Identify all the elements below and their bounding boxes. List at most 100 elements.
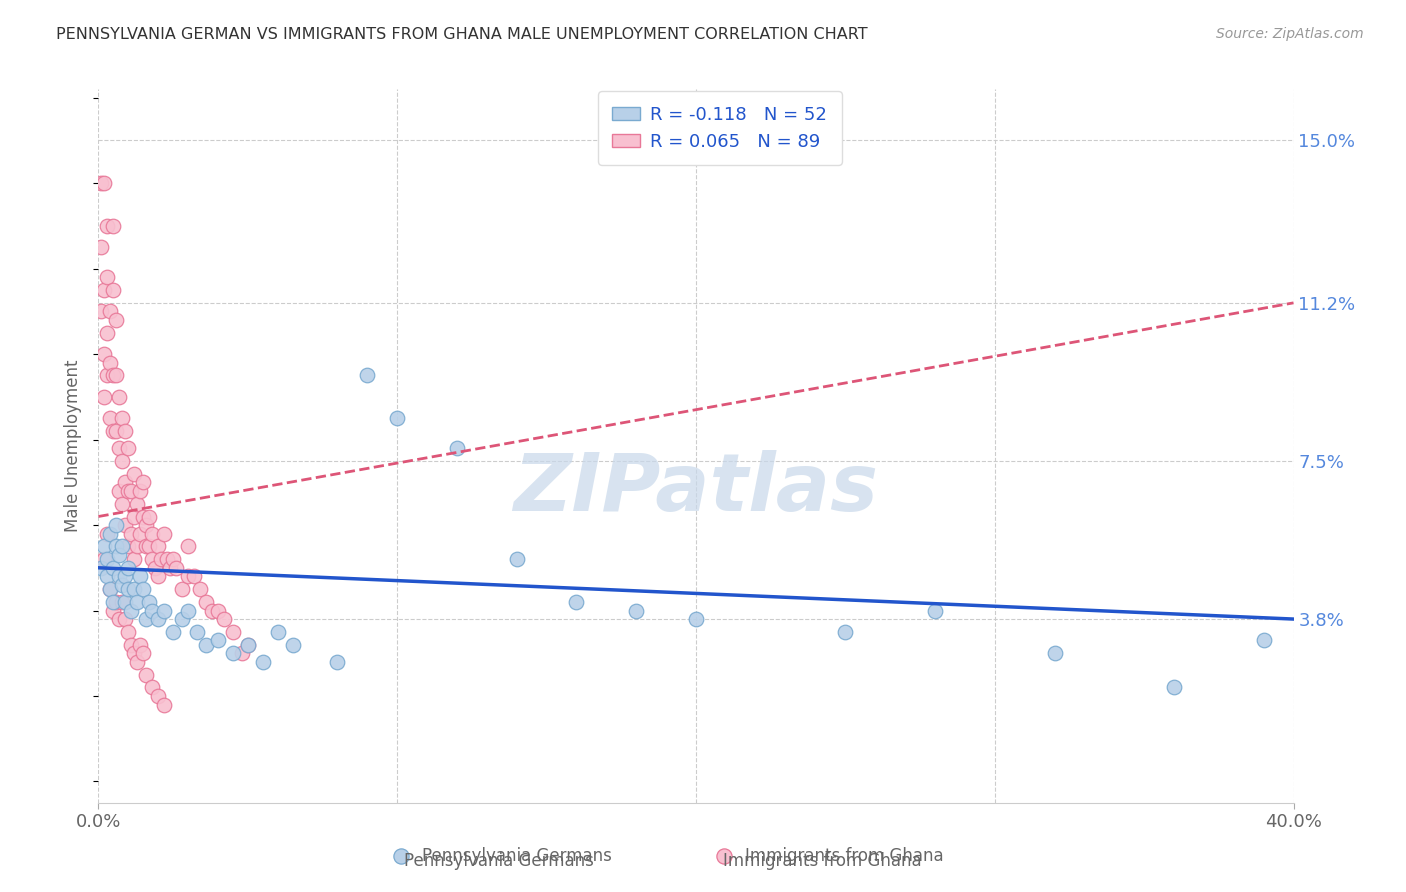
Point (100, 304, 122, 318)
Point (165, 561, 187, 575)
Point (93, 176, 115, 190)
Text: Immigrants from Ghana: Immigrants from Ghana (745, 847, 943, 865)
Point (124, 467, 146, 481)
Point (93, 283, 115, 297)
Point (150, 552, 173, 566)
Point (93, 390, 115, 404)
Point (90, 176, 112, 190)
Point (100, 582, 122, 596)
Point (138, 540, 160, 554)
Point (685, 612, 707, 626)
Point (117, 624, 139, 639)
Point (222, 646, 245, 660)
Point (105, 424, 128, 438)
Point (90, 304, 112, 318)
Text: Pennsylvania Germans: Pennsylvania Germans (422, 847, 612, 865)
Point (127, 497, 149, 511)
Point (108, 483, 131, 498)
Point (281, 638, 304, 652)
Point (117, 540, 139, 554)
Point (111, 540, 134, 554)
Point (100, 411, 122, 425)
Point (172, 612, 194, 626)
Point (129, 483, 152, 498)
Point (124, 646, 146, 660)
Point (105, 540, 128, 554)
Point (356, 368, 378, 383)
Point (114, 424, 136, 438)
Point (117, 561, 139, 575)
Point (120, 526, 142, 541)
Point (111, 578, 134, 592)
Point (207, 603, 229, 617)
Text: Immigrants from Ghana: Immigrants from Ghana (723, 852, 922, 870)
Point (195, 595, 218, 609)
Point (124, 582, 146, 596)
Point (153, 698, 176, 712)
Point (236, 638, 259, 652)
Point (103, 603, 125, 617)
Point (127, 655, 149, 669)
Point (129, 526, 152, 541)
Point (127, 595, 149, 609)
Point (117, 483, 139, 498)
Point (924, 603, 946, 617)
Point (252, 655, 274, 669)
Text: Source: ZipAtlas.com: Source: ZipAtlas.com (1216, 27, 1364, 41)
Point (96, 552, 118, 566)
Point (132, 475, 155, 490)
Point (93, 552, 115, 566)
Point (188, 582, 211, 596)
Point (713, 849, 735, 863)
Point (148, 569, 170, 583)
Point (108, 548, 131, 562)
Point (120, 603, 142, 617)
Point (96, 219, 118, 233)
Point (385, 411, 409, 425)
Point (114, 595, 136, 609)
Point (1163, 681, 1185, 695)
Point (195, 638, 218, 652)
Point (162, 552, 184, 566)
Point (111, 411, 134, 425)
Point (267, 624, 290, 639)
Point (103, 561, 125, 575)
Text: PENNSYLVANIA GERMAN VS IMMIGRANTS FROM GHANA MALE UNEMPLOYMENT CORRELATION CHART: PENNSYLVANIA GERMAN VS IMMIGRANTS FROM G… (56, 27, 868, 42)
Point (120, 483, 142, 498)
Point (129, 569, 152, 583)
Point (100, 582, 122, 596)
Point (135, 518, 157, 533)
Point (138, 509, 160, 524)
Point (156, 552, 179, 566)
Point (124, 552, 146, 566)
Point (96, 569, 118, 583)
Point (159, 561, 181, 575)
Point (105, 518, 128, 533)
Point (108, 390, 131, 404)
Point (177, 569, 200, 583)
Point (105, 595, 128, 609)
Point (124, 509, 146, 524)
Y-axis label: Male Unemployment: Male Unemployment (65, 359, 83, 533)
Point (90, 240, 112, 254)
Point (114, 569, 136, 583)
Point (105, 313, 128, 327)
Point (141, 526, 163, 541)
Point (231, 646, 253, 660)
Point (446, 441, 468, 455)
Point (103, 595, 125, 609)
Point (108, 441, 131, 455)
Point (1253, 633, 1275, 648)
Point (114, 612, 136, 626)
Point (96, 326, 118, 340)
Point (108, 569, 131, 583)
Point (183, 569, 205, 583)
Point (117, 441, 139, 455)
Point (111, 454, 134, 468)
Point (96, 368, 118, 383)
Point (626, 603, 648, 617)
Point (148, 689, 170, 703)
Point (207, 633, 229, 648)
Point (100, 526, 122, 541)
Point (177, 603, 200, 617)
